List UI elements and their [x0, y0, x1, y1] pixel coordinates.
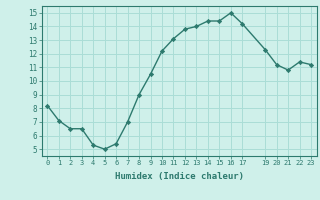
X-axis label: Humidex (Indice chaleur): Humidex (Indice chaleur): [115, 172, 244, 181]
